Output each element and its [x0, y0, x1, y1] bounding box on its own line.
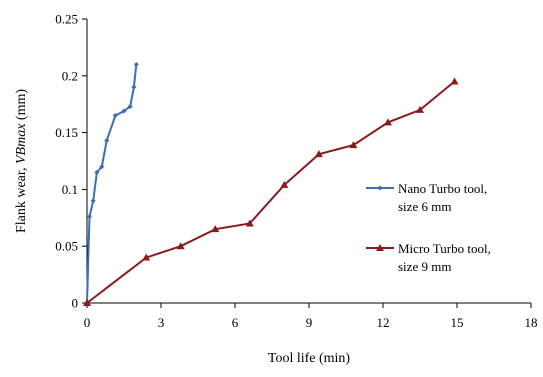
- y-tick-label: 0.15: [55, 125, 78, 140]
- series-1-point: [83, 299, 91, 306]
- y-axis-title-symbol: VBmax: [14, 123, 29, 164]
- y-tick-label: 0.25: [55, 12, 78, 27]
- legend-marker-micro: [376, 244, 384, 251]
- legend: Nano Turbo tool, size 6 mm Micro Turbo t…: [366, 181, 491, 274]
- x-axis-title: Tool life (min): [268, 351, 351, 366]
- x-tick-label: 3: [158, 315, 165, 330]
- series-0-point: [112, 113, 118, 119]
- series-0-point: [127, 103, 133, 109]
- series-0-point: [90, 198, 96, 204]
- x-tick-label: 15: [451, 315, 464, 330]
- series-1-point: [383, 118, 392, 126]
- series-1-point: [142, 253, 151, 261]
- series-0-point: [86, 214, 92, 220]
- series-1-point: [245, 219, 254, 227]
- legend-marker-nano: [377, 185, 383, 191]
- series-0-point: [131, 84, 137, 90]
- y-tick-label: 0.1: [62, 182, 78, 197]
- legend-label-micro-line1: Micro Turbo tool,: [398, 241, 491, 256]
- x-tick-label: 0: [84, 315, 91, 330]
- series-1-point: [176, 242, 185, 250]
- y-axis-title: Flank wear, VBmax (mm): [14, 89, 29, 233]
- series-1-point: [314, 150, 323, 158]
- y-axis-title-suffix: (mm): [14, 89, 29, 124]
- series-0-point: [104, 138, 110, 144]
- legend-label-micro-line2: size 9 mm: [398, 259, 451, 274]
- series-0-point: [121, 108, 127, 114]
- y-tick-label: 0.05: [55, 239, 78, 254]
- series-layer: [83, 61, 459, 306]
- legend-label-nano-line2: size 6 mm: [398, 199, 451, 214]
- x-tick-label: 9: [306, 315, 313, 330]
- y-tick-label: 0.2: [62, 68, 78, 83]
- axes: [86, 19, 531, 304]
- legend-label-nano-line1: Nano Turbo tool,: [398, 181, 487, 196]
- legend-entry-micro: Micro Turbo tool, size 9 mm: [366, 241, 491, 274]
- legend-entry-nano: Nano Turbo tool, size 6 mm: [366, 181, 487, 214]
- series-0-point: [99, 164, 105, 170]
- series-line-0: [86, 64, 138, 304]
- series-0-point: [133, 61, 139, 67]
- series-0-point: [94, 169, 100, 175]
- x-tick-label: 18: [525, 315, 538, 330]
- series-1-point: [349, 141, 358, 149]
- series-1-point: [211, 225, 220, 233]
- x-tick-label: 12: [377, 315, 390, 330]
- y-tick-label: 0: [72, 296, 79, 311]
- series-1-point: [416, 105, 424, 113]
- series-1-point: [280, 180, 289, 188]
- ticks: 0 3 6 9 12 15 18 0 0.05 0.1 0.15 0.2 0.25: [55, 12, 537, 331]
- y-axis-title-prefix: Flank wear,: [14, 164, 29, 233]
- series-1-point: [450, 77, 459, 85]
- x-tick-label: 6: [232, 315, 239, 330]
